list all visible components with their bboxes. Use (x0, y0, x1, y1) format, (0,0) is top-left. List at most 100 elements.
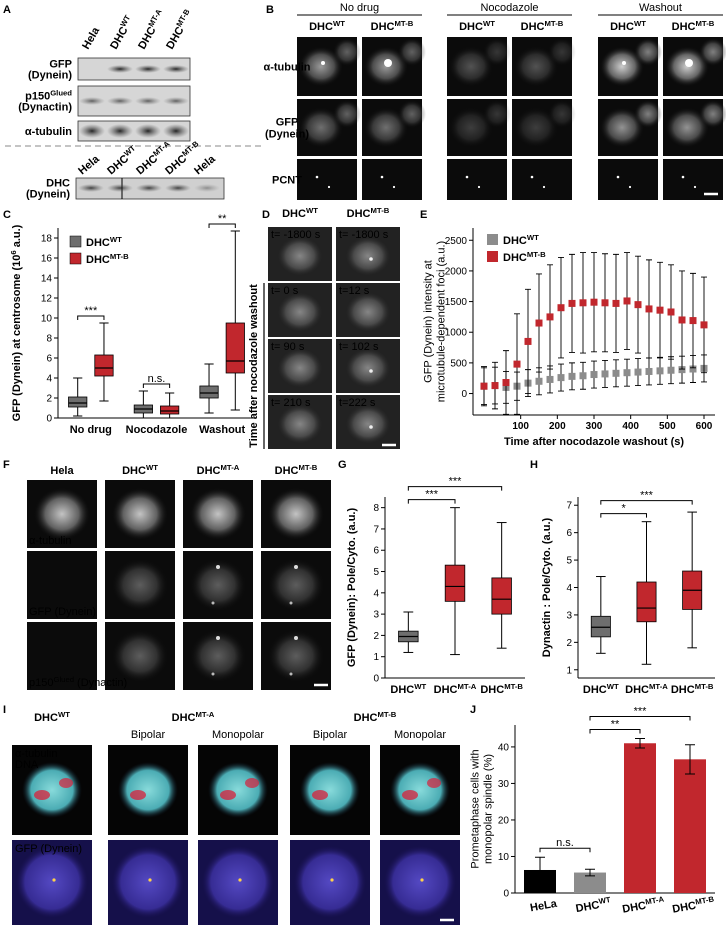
cell (118, 762, 178, 818)
point (634, 368, 642, 376)
micrograph (598, 159, 658, 200)
x-tick-label: 600 (696, 421, 713, 432)
box (68, 396, 88, 408)
legend-label: DHCWT (86, 235, 122, 250)
point (656, 367, 664, 375)
column-label: Bipolar (131, 729, 166, 741)
focus (622, 61, 626, 65)
point (480, 382, 488, 390)
significance-bracket (407, 499, 456, 504)
column-label-part: MT-B (395, 19, 414, 28)
cell (268, 630, 324, 682)
lane-label-part: MT-B (174, 7, 191, 28)
spindle-signal (34, 790, 50, 800)
column-label-part: MT-B (696, 19, 715, 28)
lane-label-part: DHC (164, 25, 186, 52)
point (612, 299, 620, 307)
point (623, 297, 631, 305)
lane-label-part: DHC (108, 25, 130, 52)
image-label: p150Glued (Dynactin) (29, 675, 127, 690)
point (667, 366, 675, 374)
significance-bracket (407, 486, 503, 491)
point (634, 301, 642, 309)
group-title-part: WT (58, 710, 70, 719)
lane-label: Hela (80, 25, 102, 52)
panel-letter: H (530, 459, 538, 471)
column-label: DHCMT-B (672, 19, 715, 34)
blot-band (107, 65, 133, 73)
cell (548, 38, 576, 66)
y-tick-label: 1500 (445, 297, 468, 308)
y-tick-label: 40 (498, 742, 510, 753)
column-label-part: WT (333, 19, 345, 28)
column-label: DHCMT-B (275, 463, 318, 478)
column-label-part: MT-A (221, 463, 240, 472)
x-tick-label: Washout (199, 424, 245, 436)
legend-label-part: MT-B (527, 250, 546, 259)
significance-bracket (539, 847, 591, 853)
column-label: DHCMT-B (521, 19, 564, 34)
x-tick-label: 500 (659, 421, 676, 432)
cell (299, 46, 343, 87)
bar (624, 743, 656, 893)
x-tick-label-part: WT (414, 682, 426, 691)
cell (364, 107, 408, 148)
spindle-signal (402, 790, 418, 800)
column-label-part: DHC (309, 21, 333, 33)
x-tick-label: DHCMT-A (621, 894, 666, 916)
point (645, 305, 653, 313)
cell (112, 630, 168, 682)
column-label: Bipolar (313, 729, 348, 741)
cell (202, 846, 274, 918)
focus (238, 878, 242, 882)
x-tick-label: DHCMT-B (671, 682, 714, 697)
cell (190, 630, 246, 682)
spindle-signal (427, 778, 441, 788)
y-tick-label: 16 (41, 254, 53, 265)
point (568, 372, 576, 380)
group-title: Nocodazole (480, 2, 538, 14)
x-tick-label: DHCWT (583, 682, 619, 697)
point (579, 299, 587, 307)
column-label-part: DHC (521, 21, 545, 33)
point (678, 316, 686, 324)
y-tick-label: 2 (46, 394, 52, 405)
focus (628, 185, 632, 189)
legend-swatch (487, 251, 498, 262)
group-title-part: MT-A (196, 710, 215, 719)
legend-label-part: WT (527, 233, 539, 242)
cell (22, 762, 82, 818)
cell (208, 762, 268, 818)
x-tick-label: 100 (512, 421, 529, 432)
cell (276, 235, 324, 277)
cell (600, 107, 644, 148)
group-title: DHCWT (34, 710, 70, 725)
blot-row-label: (Dynactin) (18, 102, 72, 114)
focus (327, 185, 331, 189)
point (601, 370, 609, 378)
y-tick-label: 8 (46, 334, 52, 345)
timestamp: t= 102 s (339, 341, 379, 353)
y-axis-label: monopolar spindle (%) (483, 754, 495, 864)
x-tick-label-part: DHC (480, 684, 504, 696)
y-tick-label: 3 (566, 610, 572, 621)
timestamp: t= -1800 s (339, 229, 389, 241)
x-tick-label: DHCWT (574, 895, 612, 916)
cell (665, 107, 709, 148)
blot-band (163, 65, 189, 73)
legend-swatch (69, 235, 82, 248)
y-tick-label: 7 (373, 524, 379, 535)
micrograph (297, 159, 357, 200)
blot (77, 57, 191, 81)
significance-label: *** (425, 489, 439, 501)
y-tick-label: 20 (498, 815, 510, 826)
cell (299, 107, 343, 148)
focus (392, 185, 396, 189)
legend-label-part: DHC (86, 237, 110, 249)
legend-label-part: DHC (86, 254, 110, 266)
box (444, 564, 466, 602)
focus (616, 175, 620, 179)
y-tick-label: 6 (373, 546, 379, 557)
y-tick-label: 0 (461, 389, 467, 400)
point (546, 313, 554, 321)
